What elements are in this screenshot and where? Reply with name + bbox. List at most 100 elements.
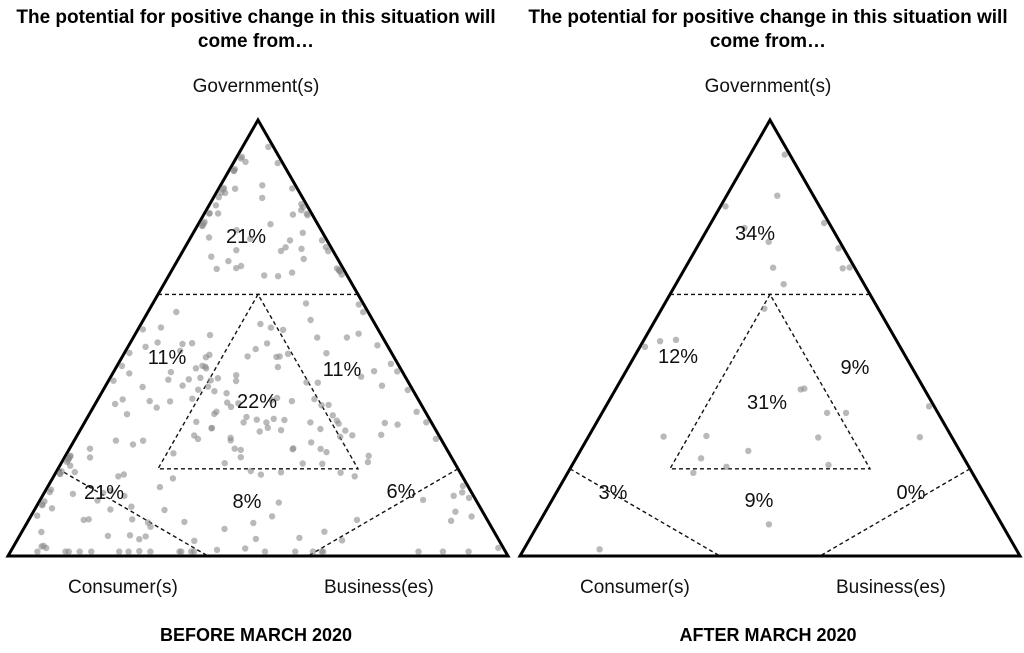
ternary-plot-before: 21% 11% 11% 22% 21% 8% 6% [5,116,511,558]
data-point [85,516,92,523]
data-point [317,445,324,453]
data-point [274,159,281,167]
data-point [364,458,372,466]
data-point [337,469,344,476]
data-point [243,413,250,421]
data-point [465,548,472,555]
data-point [450,492,457,499]
data-point [264,424,271,431]
data-point [169,475,177,482]
data-point [769,264,777,271]
data-point [231,445,238,452]
data-point [263,340,271,347]
region-percent-label: 9% [841,357,870,379]
data-point [238,153,246,160]
region-percent-label: 31% [747,392,787,414]
data-point [179,340,186,348]
data-point [277,469,285,476]
data-point [290,445,297,452]
data-point [237,262,245,270]
data-point [161,506,168,514]
chart-subtitle: AFTER MARCH 2020 [679,625,857,645]
data-point [439,548,447,555]
data-point [119,396,126,403]
data-point [154,339,161,346]
data-point [314,334,321,341]
data-point [259,194,266,202]
data-point [185,376,192,383]
data-point [227,403,235,410]
data-point [355,301,362,308]
data-point [136,547,143,555]
data-point [355,330,362,337]
data-point [65,455,73,462]
region-percent-label: 0% [897,482,926,504]
data-point [299,460,306,467]
data-point [206,351,213,358]
data-point [153,404,160,411]
data-point [797,386,804,393]
region-percent-label: 22% [237,391,277,413]
data-point [250,519,257,527]
data-point [323,350,330,357]
data-point [365,452,372,459]
data-point [204,383,212,390]
data-point [839,265,846,272]
data-point [233,227,240,234]
data-point [126,349,133,357]
data-point [333,417,340,424]
data-point [765,238,772,245]
region-percent-label: 34% [735,223,775,245]
region-percent-label: 11% [148,347,187,369]
data-point [413,408,420,415]
data-point [820,219,828,227]
data-point [318,237,326,244]
data-point [275,499,282,506]
data-point [357,373,365,380]
data-point [147,548,154,555]
data-point [307,316,314,324]
data-point [232,377,240,385]
data-point [432,435,440,443]
data-point [195,386,202,393]
data-point [233,264,240,272]
data-point [257,471,265,478]
data-point [179,382,186,389]
data-point [780,281,787,288]
data-point [329,412,336,419]
data-point [231,185,239,192]
data-point [288,269,296,276]
data-point [139,437,147,444]
data-point [256,428,263,435]
data-point [268,397,275,404]
data-point [146,397,153,405]
data-point [231,165,239,173]
data-point [394,368,401,375]
data-point [387,360,395,367]
data-point [279,326,287,333]
data-point [115,473,122,480]
ternary-panel-before: The potential for positive change in thi… [5,7,511,645]
data-point [495,544,502,552]
data-point [80,516,87,524]
data-point [193,418,200,425]
data-point [129,441,137,448]
vertex-label-consumer: Consumer(s) [580,577,690,598]
data-point [261,548,269,555]
data-point [237,446,244,454]
data-point [302,300,310,307]
data-point [233,247,240,254]
ternary-outline [5,116,511,558]
data-point [190,548,198,555]
data-point [121,492,128,500]
data-point [267,221,274,228]
data-point [274,273,282,280]
data-point [745,447,752,455]
data-point [125,548,132,555]
data-point [76,548,83,555]
data-point [468,513,475,520]
data-point [823,409,831,417]
data-point [189,395,196,402]
data-point [253,416,260,423]
vertex-label-business: Business(es) [836,577,946,598]
